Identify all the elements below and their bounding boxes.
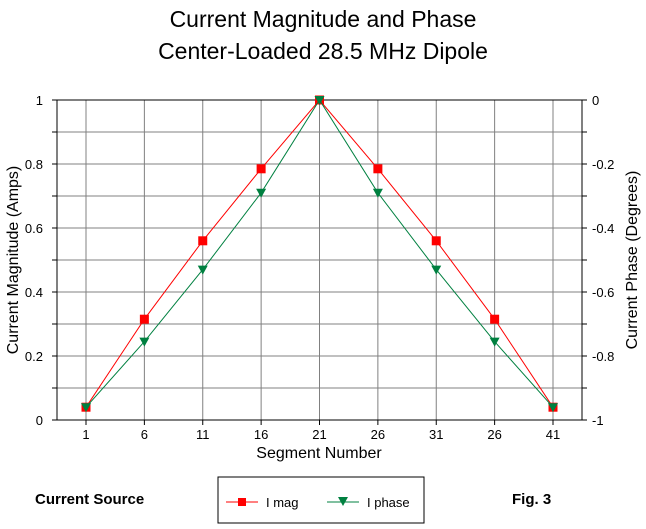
x-axis-title: Segment Number <box>256 445 382 462</box>
y-right-tick-label: 0 <box>592 93 599 108</box>
x-tick-label: 16 <box>254 427 268 442</box>
y-right-tick-labels: -1 -0.8 -0.6 -0.4 -0.2 0 <box>592 93 614 428</box>
legend-phase-marker <box>338 497 348 506</box>
y-left-tick-label: 1 <box>36 93 43 108</box>
legend-box <box>217 476 425 524</box>
y-left-tick-label: 0.6 <box>25 221 43 236</box>
legend: I mag I phase <box>217 476 425 524</box>
x-tick-label: 11 <box>196 427 210 442</box>
data-point-square <box>198 236 208 246</box>
y-left-tick-label: 0.4 <box>25 285 43 300</box>
data-point-triangle <box>197 265 208 275</box>
x-tick-label: 41 <box>546 427 560 442</box>
y-left-tick-labels: 0 0.2 0.4 0.6 0.8 1 <box>25 93 43 428</box>
chart-title: Current Magnitude and Phase <box>170 6 477 32</box>
y-left-tick-label: 0.2 <box>25 349 43 364</box>
legend-mag-label: I mag <box>266 495 299 510</box>
data-point-square <box>139 314 149 324</box>
data-point-square <box>373 164 383 174</box>
chart-subtitle: Center-Loaded 28.5 MHz Dipole <box>158 38 488 64</box>
y-right-tick-label: -0.4 <box>592 221 614 236</box>
data-point-triangle <box>548 403 558 413</box>
data-point-square <box>256 164 266 174</box>
data-point-triangle <box>81 403 91 413</box>
x-tick-label: 1 <box>82 427 89 442</box>
footer-left-label: Current Source <box>35 491 144 508</box>
series-layer <box>81 95 558 413</box>
y-left-tick-label: 0 <box>36 413 43 428</box>
y-axis-title: Current Magnitude (Amps) <box>5 166 22 355</box>
data-point-triangle <box>431 265 442 275</box>
x-tick-label: 26 <box>487 427 501 442</box>
legend-phase-label: I phase <box>367 495 410 510</box>
x-tick-labels: 1 6 11 16 21 26 31 26 41 <box>82 427 560 442</box>
data-point-triangle <box>256 188 267 198</box>
data-point-triangle <box>314 96 325 105</box>
data-point-triangle <box>139 337 150 347</box>
grid-lines <box>57 100 582 420</box>
data-point-square <box>490 314 500 324</box>
data-point-triangle <box>372 188 383 198</box>
data-point-triangle <box>489 337 500 347</box>
x-tick-label: 26 <box>371 427 385 442</box>
y-right-tick-label: -0.8 <box>592 349 614 364</box>
legend-mag-marker <box>238 498 246 506</box>
y-left-tick-label: 0.8 <box>25 157 43 172</box>
x-tick-label: 6 <box>141 427 148 442</box>
y-right-tick-label: -1 <box>592 413 604 428</box>
series-i-phase <box>81 96 558 413</box>
y-right-tick-label: -0.6 <box>592 285 614 300</box>
x-tick-label: 21 <box>312 427 326 442</box>
data-point-square <box>431 236 441 246</box>
axis-ticks <box>52 99 587 425</box>
x-tick-label: 31 <box>429 427 443 442</box>
y2-axis-title: Current Phase (Degrees) <box>624 171 641 350</box>
y-right-tick-label: -0.2 <box>592 157 614 172</box>
footer-right-label: Fig. 3 <box>512 491 551 508</box>
